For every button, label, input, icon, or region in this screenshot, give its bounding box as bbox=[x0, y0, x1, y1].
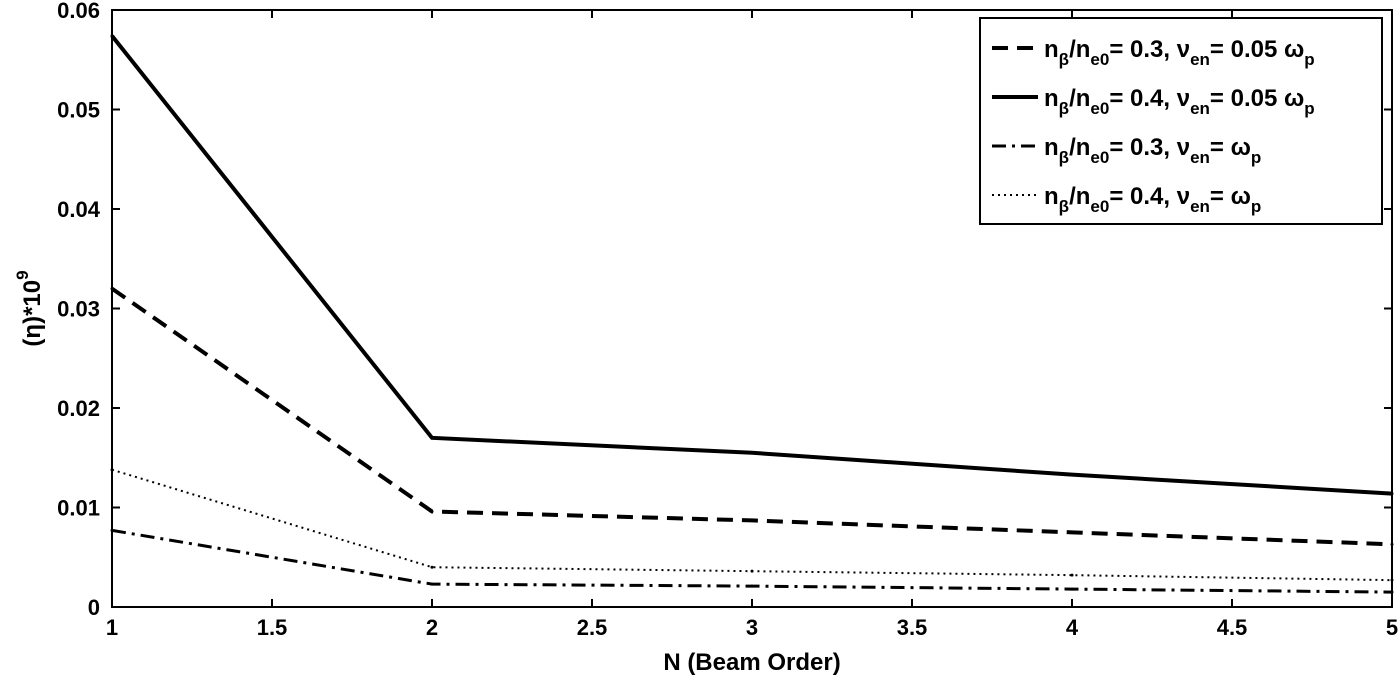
legend-text-part: p bbox=[1251, 148, 1261, 167]
x-tick-label: 4.5 bbox=[1217, 615, 1248, 640]
y-tick-label: 0.05 bbox=[57, 98, 100, 123]
data-point bbox=[110, 528, 114, 532]
data-point bbox=[110, 34, 114, 38]
legend-text-part: p bbox=[1251, 197, 1261, 216]
data-point bbox=[110, 287, 114, 291]
legend-text-part: β bbox=[1059, 197, 1069, 216]
y-tick-label: 0.01 bbox=[57, 496, 100, 521]
y-axis-ticks: 0 0.01 0.02 0.03 0.04 0.05 0.06 bbox=[57, 0, 1392, 620]
legend-entry: nβ/ne0= 0.4, νen= ωp bbox=[1044, 183, 1261, 216]
legend-text-part: en bbox=[1190, 148, 1210, 167]
legend-text-part: n bbox=[1044, 36, 1059, 63]
legend-text-part: = 0.4, bbox=[1109, 85, 1176, 112]
legend-box bbox=[979, 17, 1383, 225]
y-tick-label: 0 bbox=[88, 595, 100, 620]
y-tick-label: 0.03 bbox=[57, 297, 100, 322]
data-point bbox=[1390, 590, 1394, 594]
legend-text-part: en bbox=[1190, 50, 1210, 69]
y-tick-label: 0.02 bbox=[57, 396, 100, 421]
data-point bbox=[1070, 587, 1074, 591]
x-tick-label: 2.5 bbox=[577, 615, 608, 640]
x-axis-title: N (Beam Order) bbox=[663, 649, 840, 676]
legend-text-part: /n bbox=[1069, 36, 1090, 63]
legend-text-part: e0 bbox=[1090, 197, 1109, 216]
legend-text-part: en bbox=[1190, 99, 1210, 118]
legend-text-part: ν bbox=[1177, 183, 1190, 210]
data-point bbox=[750, 569, 754, 573]
legend-text-part: β bbox=[1059, 99, 1069, 118]
legend-text-part: n bbox=[1044, 85, 1059, 112]
legend-text-part: β bbox=[1059, 50, 1069, 69]
legend-text-part: e0 bbox=[1090, 50, 1109, 69]
legend-entry: nβ/ne0= 0.3, νen= ωp bbox=[1044, 134, 1261, 167]
legend-entry: nβ/ne0= 0.3, νen= 0.05 ωp bbox=[1044, 36, 1315, 69]
legend-text-part: p bbox=[1304, 99, 1314, 118]
legend-text-part: = 0.3, bbox=[1109, 36, 1176, 63]
x-axis-ticks: 1 1.5 2 2.5 3 3.5 4 4.5 5 bbox=[106, 10, 1398, 640]
y-tick-label: 0.04 bbox=[57, 197, 101, 222]
y-axis-title-base: (η)*10 bbox=[19, 280, 46, 347]
y-axis-title: (η)*109 bbox=[13, 270, 46, 346]
legend-text-part: /n bbox=[1069, 183, 1090, 210]
series-lines bbox=[110, 34, 1394, 594]
legend-text-part: ν bbox=[1177, 85, 1190, 112]
legend-text-part: = 0.4, bbox=[1109, 183, 1176, 210]
legend-entry: nβ/ne0= 0.4, νen= 0.05 ωp bbox=[1044, 85, 1315, 118]
data-point bbox=[1070, 530, 1074, 534]
x-tick-label: 4 bbox=[1066, 615, 1079, 640]
legend-text-part: = ω bbox=[1210, 183, 1251, 210]
x-tick-label: 2 bbox=[426, 615, 438, 640]
legend-text-part: ν bbox=[1177, 134, 1190, 161]
x-tick-label: 5 bbox=[1386, 615, 1398, 640]
data-point bbox=[1390, 492, 1394, 496]
y-tick-label: 0.06 bbox=[57, 0, 100, 23]
legend-text-part: = 0.05 ω bbox=[1210, 36, 1304, 63]
legend-text-part: n bbox=[1044, 134, 1059, 161]
data-point bbox=[110, 468, 114, 472]
data-point bbox=[430, 565, 434, 569]
legend-text-part: e0 bbox=[1090, 148, 1109, 167]
data-point bbox=[1390, 542, 1394, 546]
legend-text-part: = 0.3, bbox=[1109, 134, 1176, 161]
data-point bbox=[1070, 473, 1074, 477]
data-point bbox=[430, 582, 434, 586]
legend-text-part: β bbox=[1059, 148, 1069, 167]
legend-text-part: n bbox=[1044, 183, 1059, 210]
y-axis-title-exponent: 9 bbox=[13, 270, 32, 279]
legend-text-part: p bbox=[1304, 50, 1314, 69]
x-tick-label: 1 bbox=[106, 615, 118, 640]
legend-text-part: = ω bbox=[1210, 134, 1251, 161]
data-point bbox=[750, 584, 754, 588]
legend-text-part: = 0.05 ω bbox=[1210, 85, 1304, 112]
x-tick-label: 3.5 bbox=[897, 615, 928, 640]
legend-text-part: e0 bbox=[1090, 99, 1109, 118]
data-point bbox=[750, 451, 754, 455]
x-tick-label: 3 bbox=[746, 615, 758, 640]
data-point bbox=[1390, 578, 1394, 582]
legend-text-part: ν bbox=[1177, 36, 1190, 63]
data-point bbox=[1070, 573, 1074, 577]
data-point bbox=[750, 518, 754, 522]
data-point bbox=[430, 509, 434, 513]
legend-text-part: /n bbox=[1069, 134, 1090, 161]
legend-text-part: /n bbox=[1069, 85, 1090, 112]
legend-text-part: en bbox=[1190, 197, 1210, 216]
data-point bbox=[430, 436, 434, 440]
x-tick-label: 1.5 bbox=[257, 615, 288, 640]
